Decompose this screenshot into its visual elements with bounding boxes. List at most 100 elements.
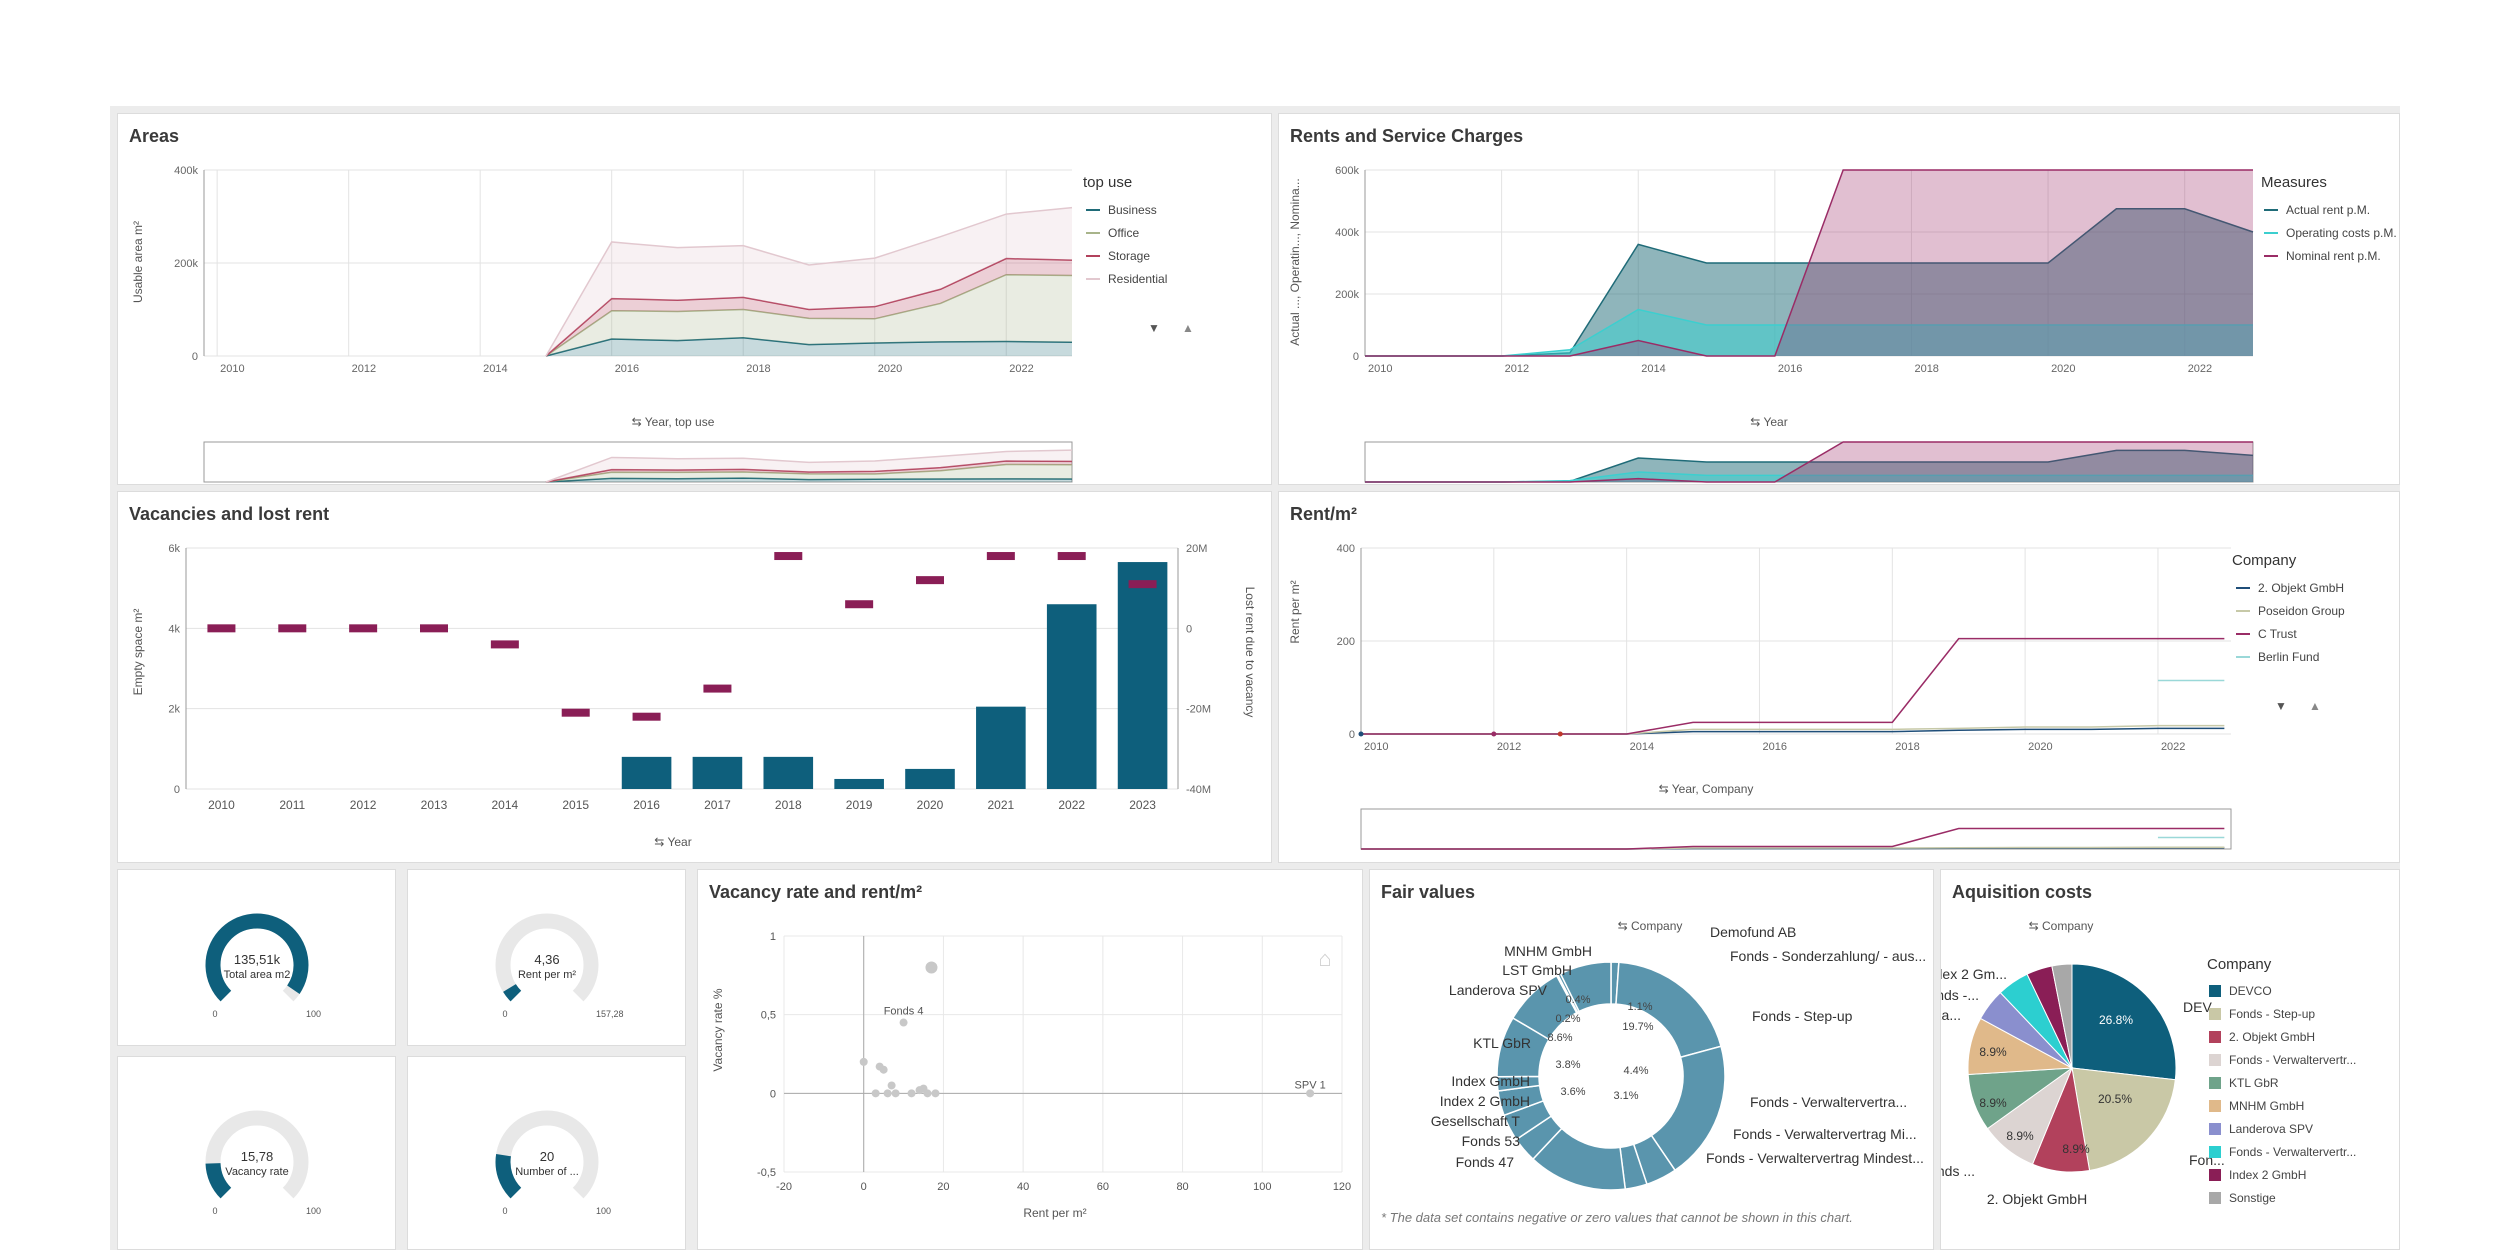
mini-chart-scrollbar[interactable] [203, 441, 1073, 483]
gauge-max: 100 [306, 1009, 321, 1019]
legend-item-label: Fonds - Step-up [2229, 1007, 2315, 1021]
kpi-number-of[interactable]: 20 Number of ... 0 100 [407, 1056, 686, 1250]
lost-rent-marker [561, 708, 590, 717]
fair-values-chart[interactable]: ⇆ Company Demofund AB Fonds - Sonderzahlu… [1370, 870, 1934, 1250]
slice-pct: 3.8% [1555, 1059, 1580, 1071]
y-tick-label: 400k [1335, 227, 1359, 239]
panel-title: Vacancies and lost rent [129, 504, 330, 524]
legend-swatch [2209, 1077, 2221, 1089]
slice-pct: 8.9% [2006, 1129, 2034, 1143]
lost-rent-marker [490, 640, 519, 649]
legend-item-label: Actual rent p.M. [2286, 203, 2370, 217]
y-tick-label: -0,5 [757, 1167, 776, 1179]
legend-swatch [2209, 1192, 2221, 1204]
kpi-rent-per-m2[interactable]: 4,36 Rent per m² 0 157,28 [407, 869, 686, 1046]
legend[interactable]: DEVCO Fonds - Step-up 2. Objekt GmbH Fonds … [2209, 984, 2356, 1205]
slice-pct: 3.6% [1560, 1086, 1585, 1098]
y-axis-title: Actual ..., Operatin..., Nomina... [1288, 178, 1302, 345]
gauge-arc [205, 1162, 232, 1199]
scatter-panel[interactable]: Vacancy rate and rent/m² Vacancy rate % … [697, 869, 1363, 1250]
legend-item-label: MNHM GmbH [2229, 1099, 2304, 1113]
lost-rent-marker [916, 576, 944, 585]
y-axis-title: Vacancy rate % [711, 988, 725, 1071]
slice-label: Fonds ... [1941, 1163, 1975, 1179]
bar [1117, 562, 1168, 789]
legend-scroll-down-icon[interactable]: ▼ [2275, 699, 2287, 713]
x-tick-label: 2020 [878, 363, 902, 375]
area-series-0 [1365, 450, 2253, 482]
rents-panel[interactable]: Rents and Service Charges Actual ..., Op… [1278, 113, 2400, 485]
fair-values-panel[interactable]: Fair values ⇆ Company Demofund AB Fonds -… [1369, 869, 1934, 1250]
gauge-arc [503, 983, 522, 1002]
kpi-vacancy-rate[interactable]: 15,78 Vacancy rate 0 100 [117, 1056, 396, 1250]
areas-chart[interactable]: Usable area m² 0 200k 400k 2010 2012 2014 2016… [118, 114, 1272, 485]
y-axis-title: Empty space m² [131, 609, 145, 696]
scatter-chart[interactable]: Vacancy rate % Rent per m² -20 0 20 40 60 80 1… [698, 870, 1363, 1250]
acquisition-chart[interactable]: ⇆ Company 26.8% 20.5% 8.9% 8.9% 8.9% 8.9% Inde… [1941, 870, 2400, 1250]
areas-panel[interactable]: Areas Usable area m² 0 200k 400k 2010 2012 20… [117, 113, 1272, 485]
scatter-point [923, 1089, 932, 1098]
legend-swatch [2209, 985, 2221, 997]
scatter-point [899, 1018, 908, 1027]
legend-item-label: C Trust [2258, 627, 2297, 641]
dashboard-sheet: Areas Usable area m² 0 200k 400k 2010 2012 20… [110, 106, 2400, 1250]
gauge-min: 0 [502, 1009, 507, 1019]
acquisition-panel[interactable]: Aquisition costs ⇆ Company 26.8% 20.5% 8.9… [1940, 869, 2400, 1250]
y-tick-label: 600k [1335, 165, 1359, 177]
rents-chart[interactable]: Actual ..., Operatin..., Nomina... 0 200k… [1279, 114, 2400, 485]
scatter-point [871, 1089, 880, 1098]
rentm2-panel[interactable]: Rent/m² Rent per m² 0 200 400 2010 2012 2014 2… [1278, 491, 2400, 863]
scatter-point [925, 961, 938, 974]
legend-scroll-down-icon[interactable]: ▼ [1148, 321, 1160, 335]
lost-rent-marker [845, 600, 874, 609]
legend-item-label: 2. Objekt GmbH [2229, 1030, 2315, 1044]
y-tick-label: 200k [174, 258, 198, 270]
scatter-point [931, 1089, 940, 1098]
gauge-max: 157,28 [596, 1009, 624, 1019]
area-series-0 [1365, 208, 2253, 356]
legend[interactable]: 2. Objekt GmbH Poseidon Group C Trust Berli… [2236, 581, 2345, 664]
slice-pct: 8.6% [1547, 1032, 1572, 1044]
dimension-label[interactable]: ⇆ Company [1618, 919, 1683, 933]
lost-rent-marker [1128, 580, 1157, 589]
legend-scroll-up-icon[interactable]: ▲ [1182, 321, 1194, 335]
rentm2-chart[interactable]: Rent per m² 0 200 400 2010 2012 2014 2016 2018 2… [1279, 492, 2400, 863]
dimension-label[interactable]: ⇆ Year, Company [1659, 782, 1754, 796]
legend[interactable]: Actual rent p.M. Operating costs p.M. Nomi… [2264, 203, 2397, 263]
y-tick-label: 0,5 [761, 1010, 776, 1022]
area-line-2 [1365, 169, 2253, 357]
x-tick-label: 2012 [1497, 741, 1521, 753]
area-line-1 [545, 273, 1073, 357]
vacancies-panel[interactable]: Vacancies and lost rent Empty space m² L… [117, 491, 1272, 863]
pie-slice [2071, 1067, 2176, 1172]
gauge: 20 Number of ... 0 100 [495, 1110, 611, 1216]
lost-rent-marker [703, 684, 732, 693]
legend-scroll-up-icon[interactable]: ▲ [2309, 699, 2321, 713]
kpi-total-area[interactable]: 135,51k Total area m2 0 100 [117, 869, 396, 1046]
dimension-label[interactable]: ⇆ Year [1750, 415, 1787, 429]
slice-pct: 0.4% [1565, 994, 1590, 1006]
data-point [1358, 731, 1364, 737]
x-tick-label: 60 [1097, 1181, 1109, 1193]
dimension-label[interactable]: ⇆ Year, top use [632, 415, 715, 429]
vacancies-chart[interactable]: Empty space m² Lost rent due to vacancy … [118, 492, 1272, 863]
area-series-1 [1365, 472, 2253, 482]
x-tick-label: 120 [1333, 1181, 1351, 1193]
lost-rent-marker [349, 624, 378, 633]
lost-rent-marker [420, 624, 448, 633]
home-icon[interactable]: ⌂ [1318, 946, 1331, 971]
x-tick-label: 2010 [220, 363, 244, 375]
legend-item-label: 2. Objekt GmbH [2258, 581, 2344, 595]
y2-axis-title: Lost rent due to vacancy [1243, 587, 1257, 718]
dimension-label[interactable]: ⇆ Year [654, 835, 691, 849]
dimension-label[interactable]: ⇆ Company [2029, 919, 2094, 933]
line-series-2 [1361, 637, 2225, 735]
x-tick-label: 2014 [1641, 363, 1665, 375]
x-tick-label: 2022 [2188, 363, 2212, 375]
bar [834, 778, 884, 789]
x-tick-label: 2023 [1129, 798, 1156, 812]
legend[interactable]: Business Office Storage Residential [1086, 203, 1167, 286]
slice-pct: 8.9% [1979, 1096, 2007, 1110]
x-tick-label: 2022 [1009, 363, 1033, 375]
x-tick-label: 2022 [2161, 741, 2185, 753]
